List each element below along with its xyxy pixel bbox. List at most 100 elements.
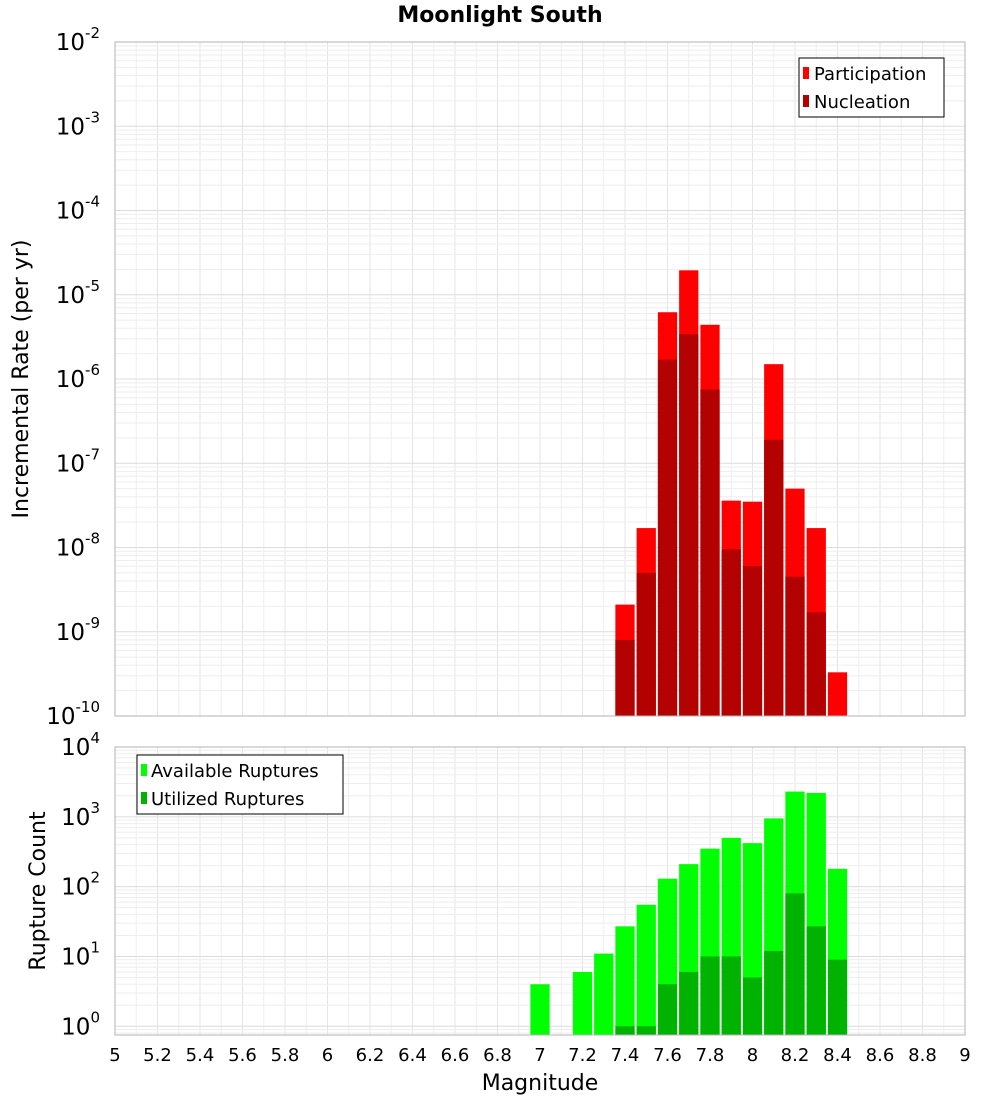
bar-utilized-ruptures-8.4: [827, 959, 848, 1035]
bottom-plot-border: [114, 746, 966, 1036]
bar-nucleation-8.3: [806, 612, 826, 716]
x-tick-label: 7.2: [568, 1045, 597, 1066]
y-tick-exponent: 0: [90, 1008, 100, 1026]
x-tick-label: 9: [959, 1045, 970, 1066]
y-tick-base: 10: [46, 704, 75, 730]
top-y-axis-label: Incremental Rate (per yr): [9, 240, 34, 519]
y-tick-exponent: 1: [90, 938, 100, 956]
top-legend: Participation Nucleation: [798, 57, 945, 118]
y-tick-base: 10: [61, 735, 90, 761]
y-tick-exponent: 2: [90, 869, 100, 887]
y-tick-label: 101: [61, 938, 100, 970]
y-tick-base: 10: [56, 283, 85, 309]
bar-utilized-ruptures-7.9: [721, 956, 741, 1035]
x-tick-label: 7: [534, 1045, 545, 1066]
y-tick-base: 10: [56, 114, 85, 140]
x-tick-label: 5.8: [271, 1045, 300, 1066]
bar-utilized-ruptures-7.5: [636, 1026, 656, 1035]
x-tick-label: 7.8: [696, 1045, 725, 1066]
y-tick-base: 10: [61, 875, 90, 901]
x-axis-label: Magnitude: [482, 1071, 599, 1096]
bar-nucleation-7.9: [721, 549, 741, 716]
x-tick-label: 8: [747, 1045, 758, 1066]
bottom-y-axis-label: Rupture Count: [26, 811, 51, 971]
legend-label-participation: Participation: [814, 64, 926, 85]
y-tick-exponent: 3: [90, 799, 100, 817]
bar-nucleation-8.1: [764, 439, 784, 716]
y-tick-label: 10-2: [56, 24, 100, 56]
bar-utilized-ruptures-7.4: [615, 1026, 635, 1035]
top-plot-border: [114, 41, 966, 717]
legend-swatch-available: [141, 764, 147, 776]
legend-label-available: Available Ruptures: [151, 761, 319, 782]
x-tick-labels: 5 5.2 5.4 5.6 5.8 6 6.2 6.4 6.6 6.8 7 7.2 7.4 7.6 7.8 8…: [109, 1045, 970, 1066]
x-tick-label: 5.4: [186, 1045, 215, 1066]
bar-available-ruptures-7.5: [636, 904, 656, 1035]
bottom-legend: Available Ruptures Utilized Ruptures: [136, 754, 344, 815]
x-tick-label: 8.8: [908, 1045, 937, 1066]
x-tick-label: 5: [109, 1045, 120, 1066]
y-tick-exponent: -7: [85, 445, 100, 463]
legend-swatch-utilized: [141, 792, 147, 804]
bar-nucleation-7.6: [657, 359, 678, 716]
y-tick-base: 10: [61, 805, 90, 831]
chart-title: Moonlight South: [397, 3, 602, 28]
bar-available-ruptures-7.4: [615, 926, 635, 1035]
bar-utilized-ruptures-7.6: [657, 984, 678, 1035]
y-tick-label: 10-8: [56, 530, 100, 562]
y-tick-label: 10-6: [56, 361, 100, 393]
bar-nucleation-8.2: [785, 576, 805, 716]
y-tick-base: 10: [56, 451, 85, 477]
y-tick-label: 10-7: [56, 445, 100, 477]
y-tick-exponent: -6: [85, 361, 100, 379]
y-tick-label: 10-9: [56, 614, 100, 646]
x-tick-label: 8.2: [781, 1045, 810, 1066]
y-tick-label: 10-5: [56, 277, 100, 309]
y-tick-label: 103: [61, 799, 100, 831]
legend-label-utilized: Utilized Ruptures: [151, 789, 304, 810]
bar-utilized-ruptures-8.1: [764, 950, 784, 1035]
legend-label-nucleation: Nucleation: [814, 92, 910, 113]
y-tick-label: 104: [61, 729, 100, 761]
y-tick-exponent: 4: [90, 729, 100, 747]
x-tick-label: 6.8: [483, 1045, 512, 1066]
bar-available-ruptures-7.2: [572, 971, 593, 1035]
x-tick-label: 8.6: [866, 1045, 895, 1066]
bar-available-ruptures-7: [530, 984, 550, 1035]
bar-nucleation-7.7: [679, 334, 699, 716]
x-tick-label: 6.4: [398, 1045, 427, 1066]
y-tick-exponent: -8: [85, 530, 100, 548]
bar-nucleation-8: [742, 566, 763, 716]
y-tick-label: 10-10: [46, 698, 100, 730]
bar-nucleation-7.4: [615, 639, 635, 716]
y-tick-base: 10: [61, 944, 90, 970]
y-tick-exponent: -10: [76, 698, 101, 716]
y-tick-exponent: -3: [85, 108, 100, 126]
top-legend-box: [798, 57, 945, 118]
x-tick-label: 5.2: [143, 1045, 172, 1066]
y-tick-label: 100: [61, 1008, 100, 1040]
top-panel: 10-210-310-410-510-610-710-810-910-10 In…: [9, 24, 966, 730]
y-tick-exponent: -4: [85, 193, 100, 211]
y-tick-base: 10: [56, 536, 85, 562]
y-tick-label: 10-3: [56, 108, 100, 140]
y-tick-label: 102: [61, 869, 100, 901]
bar-utilized-ruptures-8.3: [806, 926, 826, 1035]
y-tick-exponent: -9: [85, 614, 100, 632]
bar-nucleation-7.5: [636, 572, 656, 716]
top-grid: [114, 41, 966, 717]
y-tick-base: 10: [56, 620, 85, 646]
x-tick-label: 7.6: [653, 1045, 682, 1066]
y-tick-base: 10: [61, 1014, 90, 1040]
bar-utilized-ruptures-7.7: [679, 971, 699, 1035]
x-tick-label: 6.2: [356, 1045, 385, 1066]
bar-utilized-ruptures-8.2: [785, 893, 805, 1035]
legend-swatch-participation: [803, 67, 809, 79]
bar-utilized-ruptures-7.8: [700, 956, 720, 1035]
bar-participation-8.4: [827, 672, 848, 716]
top-bars: [615, 270, 848, 716]
bar-utilized-ruptures-8: [742, 977, 763, 1035]
x-tick-label: 7.4: [611, 1045, 640, 1066]
